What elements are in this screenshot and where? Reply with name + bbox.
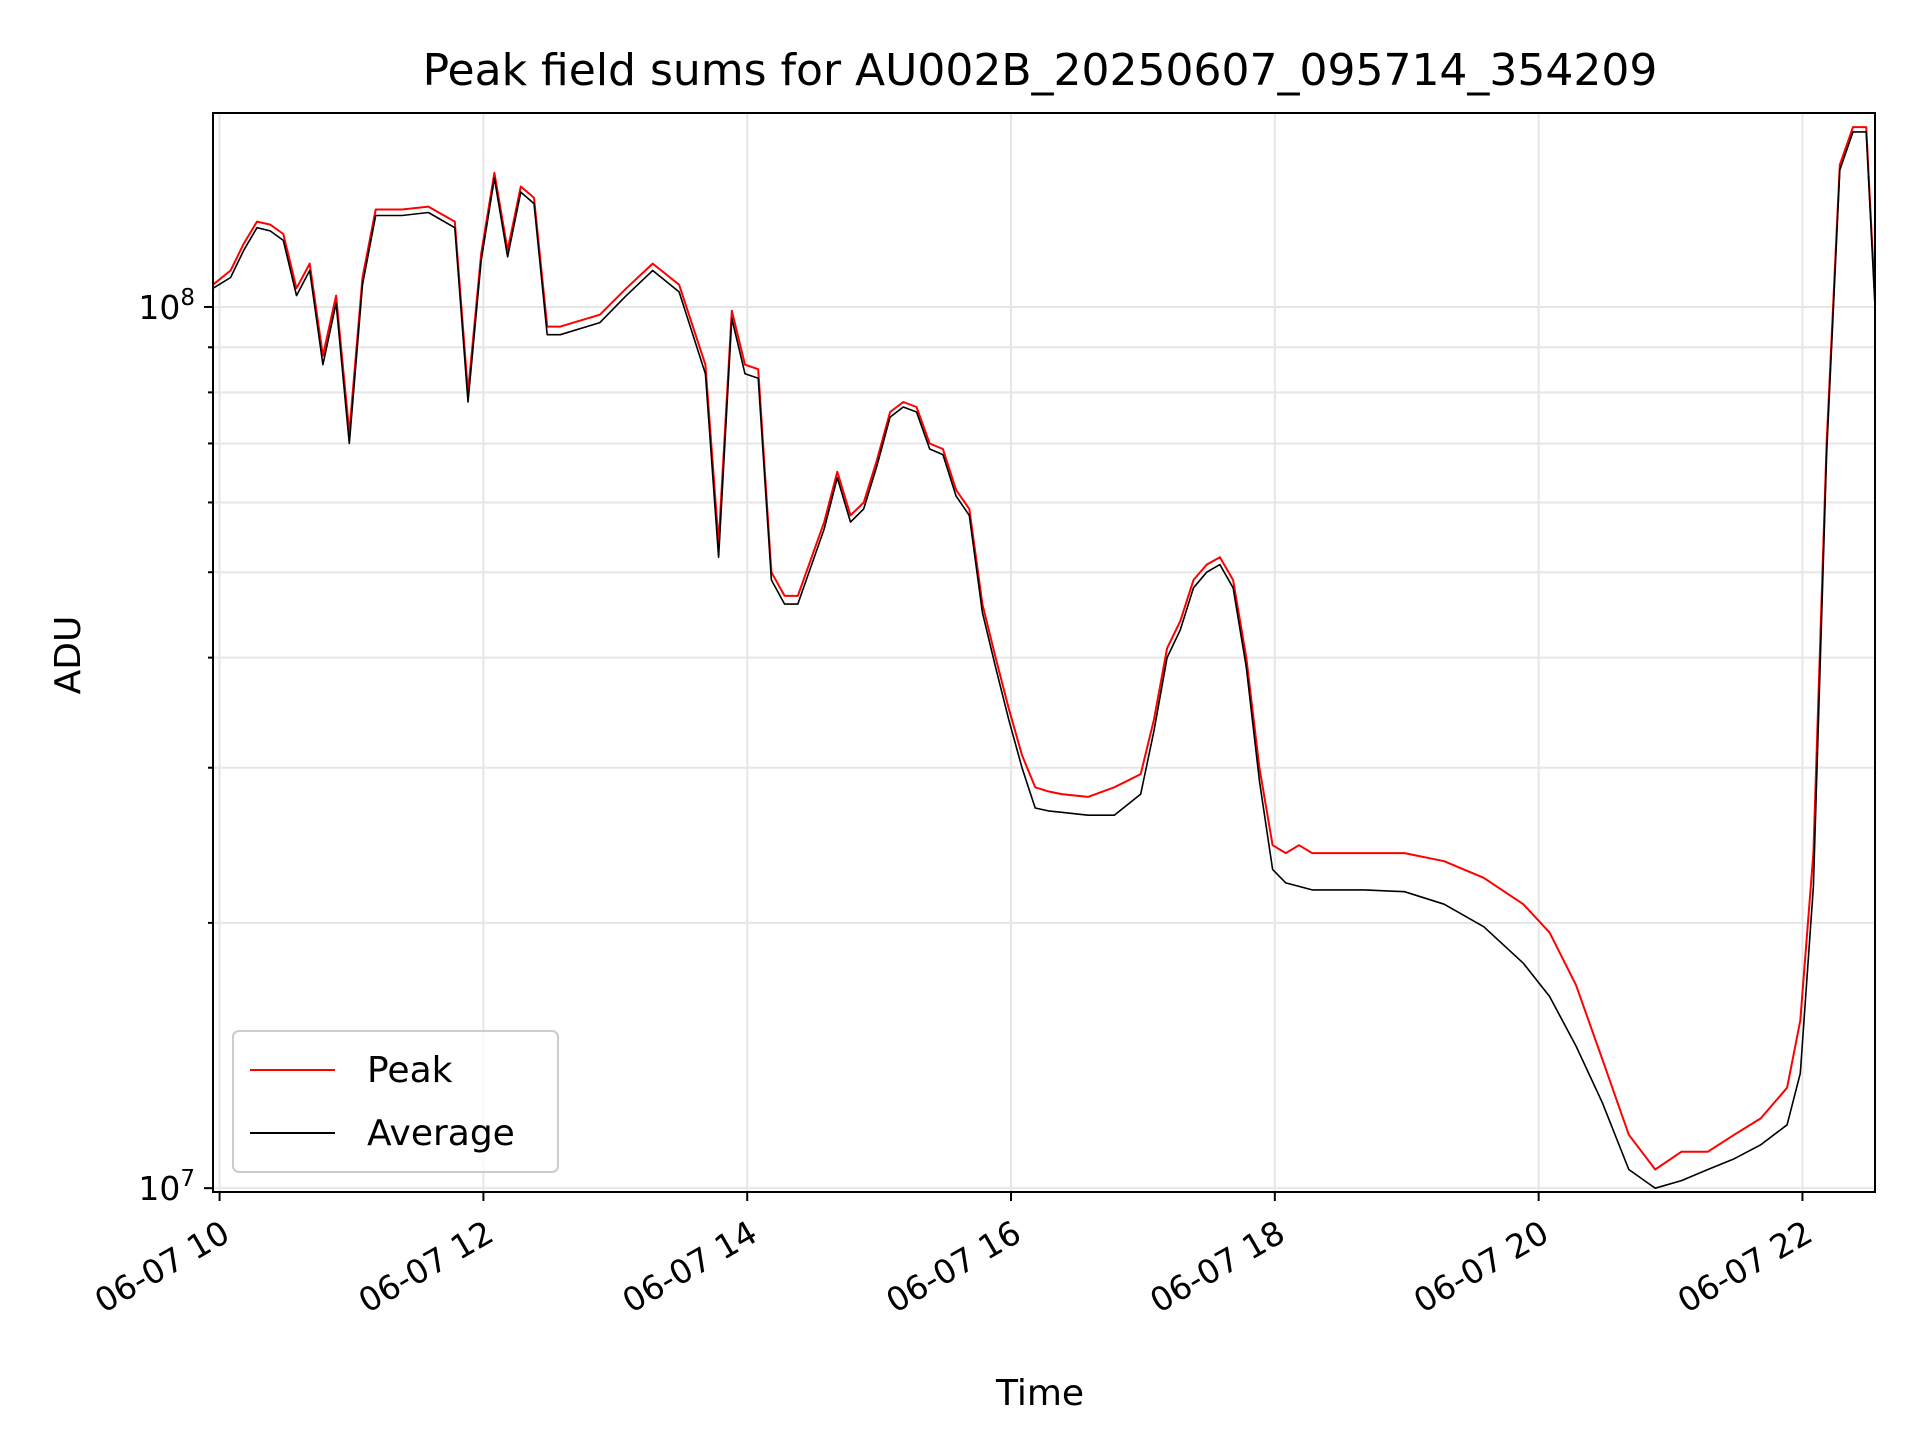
x-tick-label: 06-07 14: [616, 1213, 764, 1321]
x-tick-label: 06-07 18: [1143, 1213, 1291, 1321]
plot-frame: [212, 112, 1876, 1193]
grid: [213, 113, 1875, 1192]
legend: Peak Average: [232, 1030, 559, 1173]
legend-label-average: Average: [367, 1113, 515, 1154]
x-axis-ticks: 06-07 10 06-07 12 06-07 14 06-07 16 06-07 18…: [88, 1192, 1819, 1321]
x-tick-label: 06-07 22: [1671, 1213, 1819, 1321]
y-tick-label: 108: [138, 285, 195, 327]
y-axis-ticks: 107 108: [138, 285, 213, 1208]
x-tick-label: 06-07 12: [352, 1213, 500, 1321]
y-tick-label: 107: [138, 1166, 195, 1208]
x-tick-label: 06-07 10: [88, 1213, 236, 1321]
series-line-average: [212, 131, 1876, 1189]
legend-label-peak: Peak: [367, 1050, 453, 1091]
legend-box: [232, 1030, 559, 1173]
x-tick-label: 06-07 16: [879, 1213, 1027, 1321]
chart-title: Peak field sums for AU002B_20250607_0957…: [423, 45, 1658, 96]
y-axis-label: ADU: [48, 616, 89, 695]
x-tick-label: 06-07 20: [1407, 1213, 1555, 1321]
x-axis-label: Time: [995, 1373, 1084, 1414]
series-line-peak: [212, 126, 1876, 1171]
plot-lines: [212, 126, 1876, 1189]
